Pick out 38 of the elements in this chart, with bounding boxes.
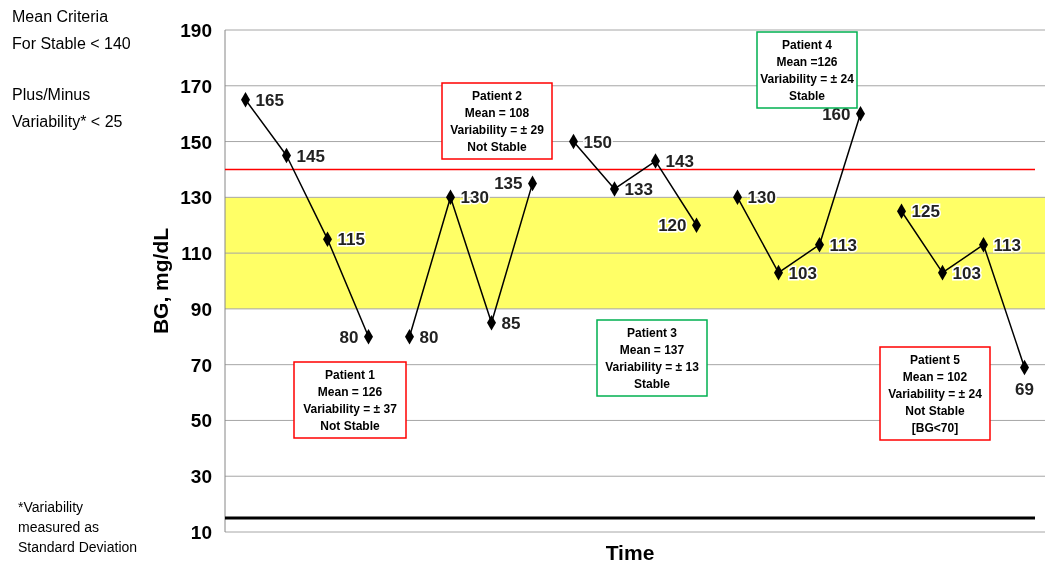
annotation: Patient 4 Mean =126 Variability = ± 24 Stable: [760, 38, 855, 103]
data-label: 165: [255, 90, 284, 110]
annotation: Patient 5 Mean = 102 Variability = ± 24 Not Stable [BG<70]: [888, 353, 983, 435]
data-label: 135: [494, 174, 523, 194]
data-label: 120: [658, 216, 687, 236]
y-tick-label: 150: [180, 131, 212, 153]
data-label: 145: [296, 146, 325, 166]
y-tick-label: 30: [190, 466, 212, 488]
data-label: 125: [911, 202, 940, 222]
annotation: Patient 2 Mean = 108 Variability = ± 29 Not Stable: [450, 89, 545, 154]
annotation: Patient 1 Mean = 126 Variability = ± 37 Not Stable: [303, 368, 398, 433]
data-label: 133: [624, 179, 653, 199]
data-label: 80: [339, 327, 359, 347]
y-tick-label: 50: [190, 410, 212, 432]
y-tick-label: 130: [180, 187, 212, 209]
y-tick-label: 190: [180, 20, 212, 41]
y-axis-title: BG, mg/dL: [149, 227, 172, 335]
data-label: 103: [788, 263, 817, 283]
y-tick-label: 170: [180, 75, 212, 97]
data-label: 80: [419, 327, 439, 347]
data-label: 113: [829, 235, 857, 255]
data-label: 103: [952, 263, 981, 283]
text: *Variability measured as Standard Deviation: [18, 499, 138, 555]
data-label: 115: [337, 230, 365, 250]
annotation: Patient 3 Mean = 137 Variability = ± 13 Stable: [605, 326, 700, 391]
y-tick-label: 110: [181, 243, 212, 265]
y-tick-label: 90: [190, 298, 212, 320]
data-label: 85: [501, 313, 521, 333]
y-tick-label: 10: [190, 522, 212, 543]
data-label: 160: [822, 104, 851, 124]
data-label: 143: [665, 152, 694, 172]
y-tick-label: 70: [190, 354, 212, 376]
data-label: 150: [583, 132, 612, 152]
x-axis-title: Time: [605, 541, 655, 564]
text: Plus/Minus Variability* < 25: [12, 86, 123, 130]
text: Mean Criteria For Stable < 140: [12, 8, 131, 52]
data-label: 113: [993, 235, 1021, 255]
data-label: 69: [1015, 380, 1034, 400]
